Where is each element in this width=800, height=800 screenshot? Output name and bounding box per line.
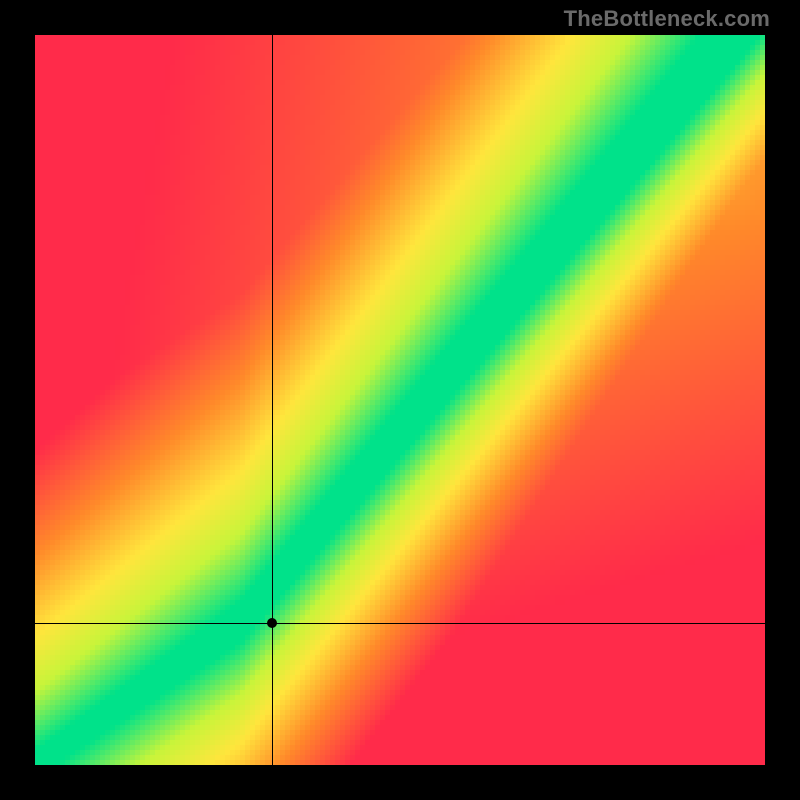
watermark-text: TheBottleneck.com bbox=[564, 6, 770, 32]
heatmap-canvas bbox=[35, 35, 765, 765]
data-point-marker bbox=[267, 618, 277, 628]
crosshair-horizontal bbox=[35, 623, 765, 624]
crosshair-vertical bbox=[272, 35, 273, 765]
heatmap-plot bbox=[35, 35, 765, 765]
